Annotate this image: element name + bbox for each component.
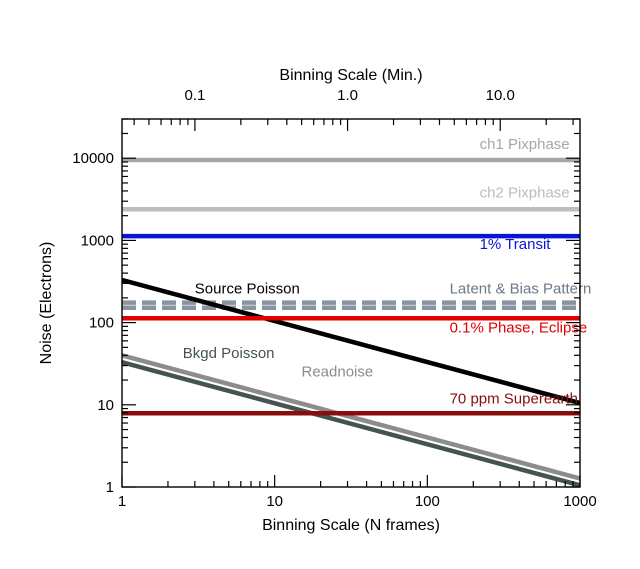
x-tick-label: 1 [118,493,126,510]
series-layer [121,157,581,488]
tick-layer: 1 10 100 1000 0.1 1.0 10.0 1 10 100 1000 10000 [72,87,596,510]
annotation-ch1-pixphase: ch1 Pixphase [480,136,570,153]
series-line-bkgd-poisson [121,360,581,488]
top-tick-label: 10.0 [486,87,515,104]
y-tick-label: 10000 [72,150,114,167]
x-tick-label: 100 [415,493,440,510]
annotation-0-1-phase-eclipse: 0.1% Phase, Eclipse [450,319,588,336]
y-axis-title: Noise (Electrons) [38,242,55,365]
series-line-source-poisson [121,277,581,406]
top-tick-label: 0.1 [184,87,205,104]
plot-frame [121,118,581,488]
series-line-readnoise [121,353,581,481]
top-tick-label: 1.0 [337,87,358,104]
x-tick-label: 10 [266,493,283,510]
annotation-1-transit: 1% Transit [480,236,552,253]
annotation-source-poisson: Source Poisson [195,281,300,298]
x-tick-label: 1000 [563,493,596,510]
y-tick-label: 100 [89,315,114,332]
y-tick-label: 1000 [81,232,114,249]
top-axis-title: Binning Scale (Min.) [279,67,422,84]
annotation-latent-bias-pattern: Latent & Bias Pattern [450,281,592,298]
x-axis-title: Binning Scale (N frames) [262,517,440,534]
annotation-ch2-pixphase: ch2 Pixphase [480,184,570,201]
annotation-bkgd-poisson: Bkgd Poisson [183,345,275,362]
annotation-70-ppm-superearth: 70 ppm Superearth [450,391,578,408]
annotation-layer: ch1 Pixphase ch2 Pixphase 1% Transit Source… [183,136,592,408]
y-tick-label: 1 [106,479,114,496]
y-tick-label: 10 [97,397,114,414]
annotation-readnoise: Readnoise [302,364,374,381]
